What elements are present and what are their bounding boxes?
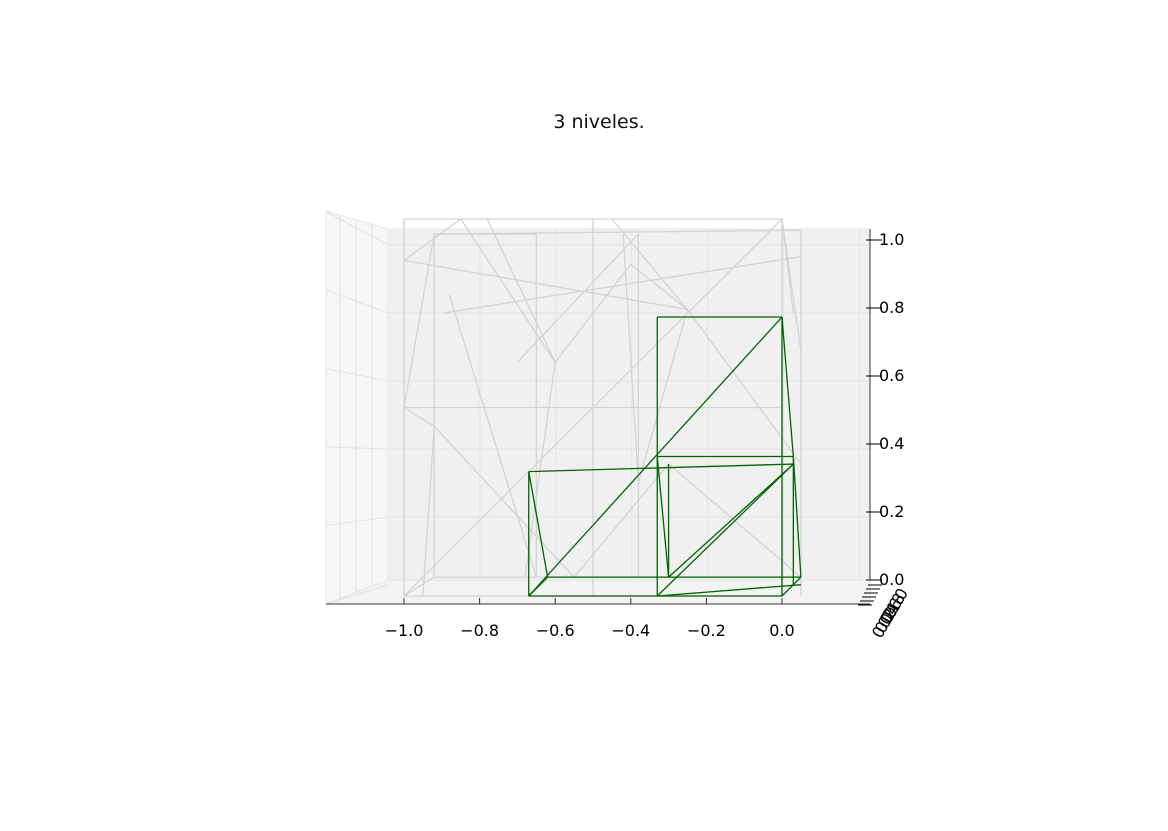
edge [448, 294, 537, 578]
side-grid-line [325, 211, 389, 246]
side-grid-line [325, 516, 389, 526]
z-tick-label: 0.8 [879, 298, 904, 317]
edge [403, 259, 688, 311]
side-grid-line [325, 368, 389, 382]
edge [630, 263, 688, 310]
z-tick-label: 0.0 [879, 570, 904, 589]
side-grid-line [325, 289, 389, 314]
x-tick-label: −0.8 [460, 621, 499, 640]
edge [781, 316, 794, 457]
edge [403, 218, 462, 261]
edge [528, 316, 783, 597]
x-tick-label: 0.0 [769, 621, 794, 640]
z-tick-label: 0.4 [879, 434, 904, 453]
edge [433, 425, 575, 578]
z-tick-label: 0.6 [879, 366, 904, 385]
side-grid-line [325, 584, 389, 605]
edge [403, 576, 435, 597]
edge [668, 463, 794, 578]
side-pane [325, 210, 389, 605]
x-tick-label: −1.0 [385, 621, 424, 640]
edge [422, 426, 435, 597]
chart-title: 3 niveles. [553, 111, 645, 133]
edge [441, 256, 802, 314]
x-tick-label: −0.6 [536, 621, 575, 640]
edge [403, 233, 435, 408]
x-tick-label: −0.2 [687, 621, 726, 640]
z-tick-label: 0.2 [879, 502, 904, 521]
edge [524, 362, 556, 578]
edge [656, 456, 670, 578]
edge [781, 576, 802, 597]
edge [573, 463, 670, 578]
edge [622, 234, 640, 483]
edge [554, 263, 632, 363]
edge [528, 463, 794, 473]
edge [403, 406, 435, 427]
edge [792, 456, 802, 578]
edge [486, 218, 556, 363]
edge [516, 233, 639, 363]
edge [781, 218, 794, 314]
grid-lines [388, 229, 870, 580]
edge [656, 463, 794, 597]
edge [528, 576, 549, 597]
z-tick-label: 1.0 [879, 230, 904, 249]
edge [611, 218, 688, 310]
series-layer [403, 218, 802, 597]
series-1 [528, 316, 802, 597]
edge [637, 309, 689, 484]
edge [528, 471, 549, 578]
side-grid-line [325, 446, 389, 450]
x-tick-label: −0.4 [611, 621, 650, 640]
side-grid-lines [325, 211, 389, 605]
tick-marks [403, 239, 882, 606]
edge [657, 584, 801, 597]
